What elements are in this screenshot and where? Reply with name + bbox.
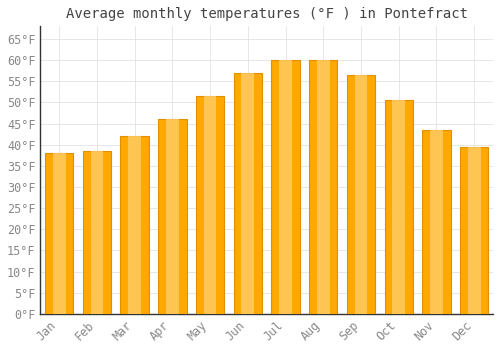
Bar bbox=[422, 130, 450, 314]
Bar bbox=[309, 60, 338, 314]
Bar bbox=[317, 60, 330, 314]
Bar bbox=[272, 60, 299, 314]
Bar bbox=[384, 100, 413, 314]
Bar bbox=[347, 75, 375, 314]
Bar bbox=[128, 136, 141, 314]
Bar bbox=[158, 119, 186, 314]
Bar bbox=[279, 60, 292, 314]
Bar bbox=[460, 147, 488, 314]
Bar bbox=[392, 100, 405, 314]
Title: Average monthly temperatures (°F ) in Pontefract: Average monthly temperatures (°F ) in Po… bbox=[66, 7, 468, 21]
Bar bbox=[430, 130, 443, 314]
Bar bbox=[53, 153, 66, 314]
Bar bbox=[242, 73, 254, 314]
Bar bbox=[45, 153, 74, 314]
Bar bbox=[196, 96, 224, 314]
Bar bbox=[83, 151, 111, 314]
Bar bbox=[234, 73, 262, 314]
Bar bbox=[166, 119, 178, 314]
Bar bbox=[204, 96, 216, 314]
Bar bbox=[120, 136, 149, 314]
Bar bbox=[354, 75, 368, 314]
Bar bbox=[468, 147, 480, 314]
Bar bbox=[90, 151, 104, 314]
